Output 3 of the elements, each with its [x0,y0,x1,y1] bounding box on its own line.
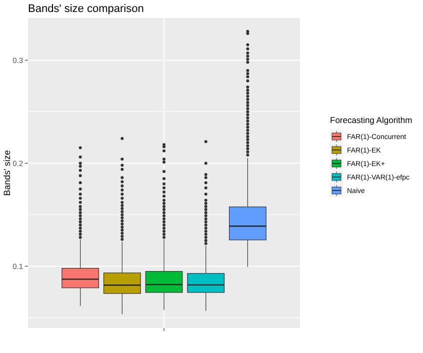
chart-title: Bands' size comparison [28,3,144,15]
y-axis-title: Bands' size [2,150,12,196]
legend-title: Forecasting Algorithm [330,115,412,125]
